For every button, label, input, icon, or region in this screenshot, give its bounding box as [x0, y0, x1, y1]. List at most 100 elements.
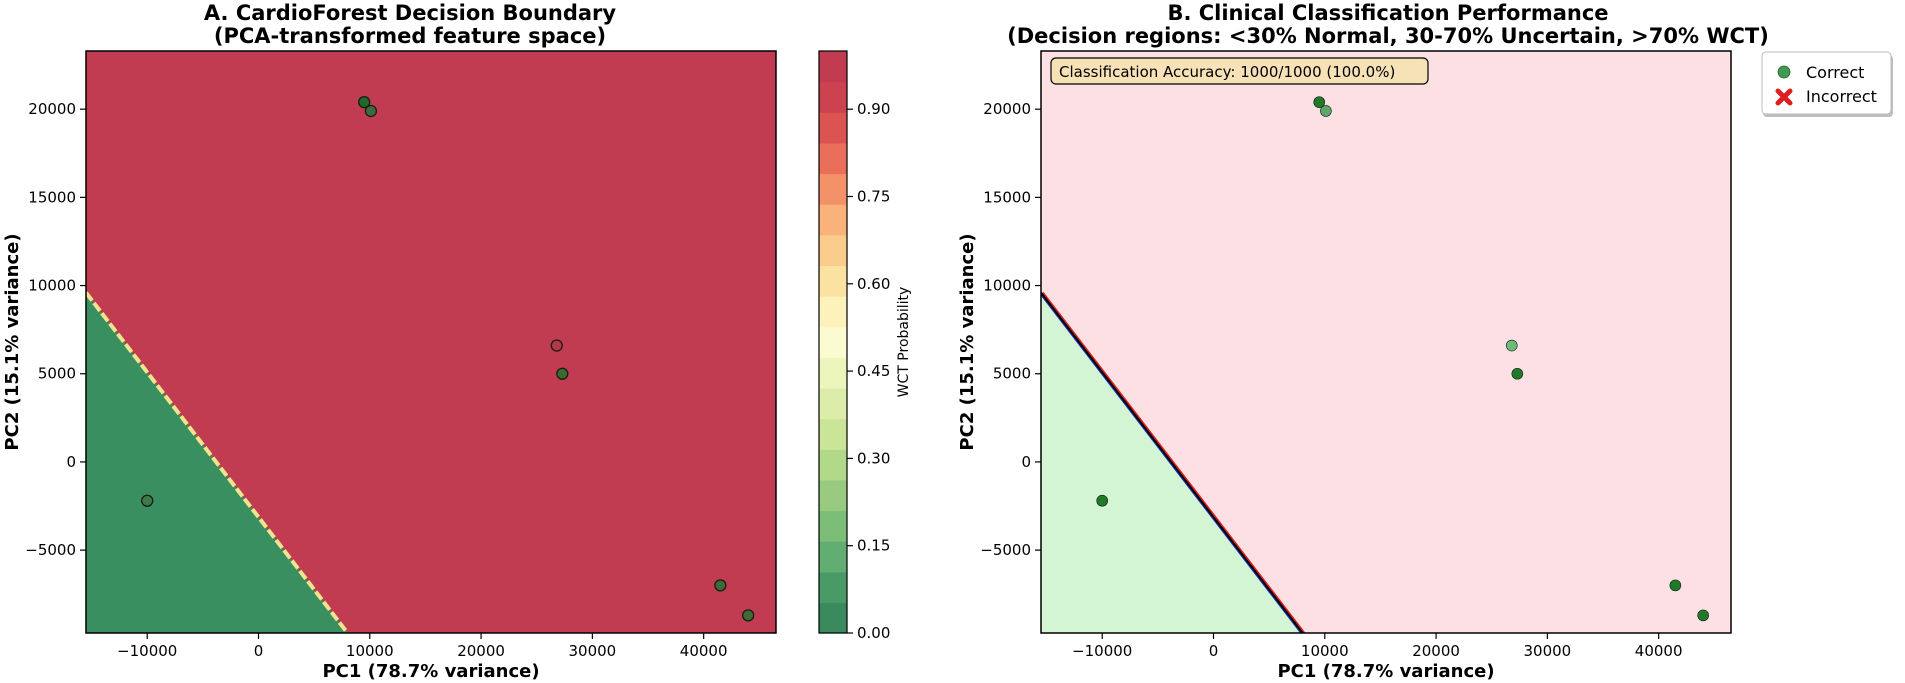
colorbar-tick-label: 0.00: [857, 624, 890, 642]
panel-a-data-point: [742, 609, 755, 622]
colorbar-band: [819, 265, 847, 297]
panel-a-y-tick-label: 15000: [28, 188, 76, 206]
legend: Correct Incorrect: [1761, 51, 1893, 117]
colorbar-band: [819, 173, 847, 205]
panel-a-x-tick-label: 20000: [457, 642, 505, 660]
colorbar-label: WCT Probability: [896, 287, 912, 398]
panel-b-data-point: [1669, 579, 1682, 592]
panel-a-y-tick-label: 5000: [38, 365, 76, 383]
panel-b-y-tick-label: −5000: [980, 541, 1031, 559]
accuracy-box: [1050, 57, 1429, 85]
incorrect-x-stroke: [1775, 88, 1793, 106]
panel-a-y-ticks: −5000 0 5000 10000 15000 20000: [25, 100, 86, 559]
colorbar-band: [819, 357, 847, 389]
colorbar-band: [819, 479, 847, 512]
colorbar-band: [819, 326, 847, 358]
panel-a-x-tick-label: 10000: [346, 642, 394, 660]
panel-a-frame: [85, 50, 777, 634]
panel-b-y-tick-label: 5000: [993, 365, 1031, 383]
panel-a-boundary-line: [86, 291, 350, 633]
panel-b-boundary-red: [1041, 291, 1306, 633]
panel-b-x-tick-label: −10000: [1072, 642, 1132, 660]
panel-b-y-tick-label: 10000: [983, 277, 1031, 295]
panel-a-data-point: [556, 367, 569, 380]
panel-b-data-point: [1320, 105, 1332, 117]
panel-a-y-tick-label: 10000: [28, 277, 76, 295]
panel-b-frame: [1040, 50, 1732, 634]
panel-a-title-line1: A. CardioForest Decision Boundary: [204, 1, 616, 25]
panel-b-title-line2: (Decision regions: <30% Normal, 30-70% U…: [1007, 24, 1769, 48]
panel-b-title-line1: B. Clinical Classification Performance: [1167, 1, 1608, 25]
legend-incorrect-marker: [1775, 88, 1793, 106]
panel-a-plot-area: [86, 51, 776, 633]
panel-a-x-tick-label: 0: [254, 642, 264, 660]
panel-b-boundary-black: [1041, 292, 1304, 633]
colorbar-band: [819, 234, 847, 267]
panel-a-data-point: [364, 104, 378, 118]
panel-a-y-tick-label: 0: [66, 453, 76, 471]
colorbar-ticks: 0.00 0.15 0.30 0.45 0.60 0.75 0.90: [847, 100, 890, 642]
colorbar-tick-label: 0.75: [857, 188, 890, 206]
panel-b-y-ticks: −5000 0 5000 10000 15000 20000: [980, 100, 1041, 559]
panel-b-plot-area: [1041, 51, 1731, 633]
colorbar-band: [819, 510, 847, 542]
panel-a-x-tick-label: −10000: [117, 642, 177, 660]
colorbar-band: [819, 387, 847, 420]
colorbar-band: [819, 418, 847, 450]
panel-a-x-tick-label: 30000: [569, 642, 617, 660]
panel-b-x-axis-label: PC1 (78.7% variance): [1277, 661, 1494, 682]
panel-b-data-point: [1313, 96, 1326, 108]
panel-a-data-point: [141, 494, 154, 507]
panel-b-points: [1096, 96, 1709, 622]
panel-a-data-point: [714, 579, 727, 592]
panel-a-y-axis-label: PC2 (15.1% variance): [2, 233, 23, 450]
panel-a-points: [141, 95, 755, 622]
panel-b-y-tick-label: 15000: [983, 188, 1031, 206]
panel-b-data-point: [1511, 367, 1524, 380]
colorbar-band: [819, 51, 847, 83]
colorbar-frame: [818, 50, 848, 634]
panel-b-y-tick-label: 20000: [983, 100, 1031, 118]
panel-b-y-tick-label: 0: [1021, 453, 1031, 471]
colorbar-band: [819, 571, 847, 603]
legend-correct-marker: [1777, 65, 1791, 79]
panel-a-data-point: [358, 95, 371, 109]
legend-box: [1761, 51, 1892, 115]
colorbar-tick-label: 0.30: [857, 449, 890, 467]
legend-incorrect-label: Incorrect: [1806, 87, 1877, 106]
panel-b-y-axis-label: PC2 (15.1% variance): [957, 233, 978, 450]
panel-b-x-tick-label: 0: [1209, 642, 1219, 660]
panel-b-data-point: [1505, 339, 1518, 352]
colorbar-band: [819, 602, 847, 634]
panel-b-x-tick-label: 30000: [1524, 642, 1572, 660]
colorbar-band: [819, 449, 847, 481]
panel-b-x-ticks: −10000 0 10000 20000 30000 40000: [1072, 633, 1683, 660]
colorbar-band: [819, 296, 847, 328]
colorbar-band: [819, 204, 847, 236]
panel-a-title-line2: (PCA-transformed feature space): [214, 24, 606, 48]
panel-b: B. Clinical Classification Performance (…: [957, 1, 1893, 682]
colorbar-band: [819, 142, 847, 175]
panel-b-data-point: [1697, 609, 1709, 622]
panel-b-x-tick-label: 20000: [1412, 642, 1460, 660]
legend-correct-label: Correct: [1806, 63, 1864, 82]
colorbar-tick-label: 0.60: [857, 275, 890, 293]
panel-a-y-tick-label: −5000: [25, 541, 76, 559]
colorbar-band: [819, 541, 847, 573]
panel-b-x-tick-label: 10000: [1301, 642, 1349, 660]
panel-a-y-tick-label: 20000: [28, 100, 76, 118]
accuracy-text: Classification Accuracy: 1000/1000 (100.…: [1059, 63, 1395, 81]
panel-b-data-point: [1096, 494, 1109, 507]
colorbar-tick-label: 0.90: [857, 100, 890, 118]
colorbar: [819, 51, 847, 634]
panel-a-x-tick-label: 40000: [680, 642, 728, 660]
panel-a-data-point: [550, 339, 563, 352]
panel-a-x-ticks: −10000 0 10000 20000 30000 40000: [117, 633, 728, 660]
colorbar-band: [819, 81, 847, 113]
panel-b-x-tick-label: 40000: [1635, 642, 1683, 660]
panel-a-x-axis-label: PC1 (78.7% variance): [322, 661, 539, 682]
colorbar-band: [819, 112, 847, 144]
colorbar-tick-label: 0.15: [857, 537, 890, 555]
colorbar-tick-label: 0.45: [857, 362, 890, 380]
